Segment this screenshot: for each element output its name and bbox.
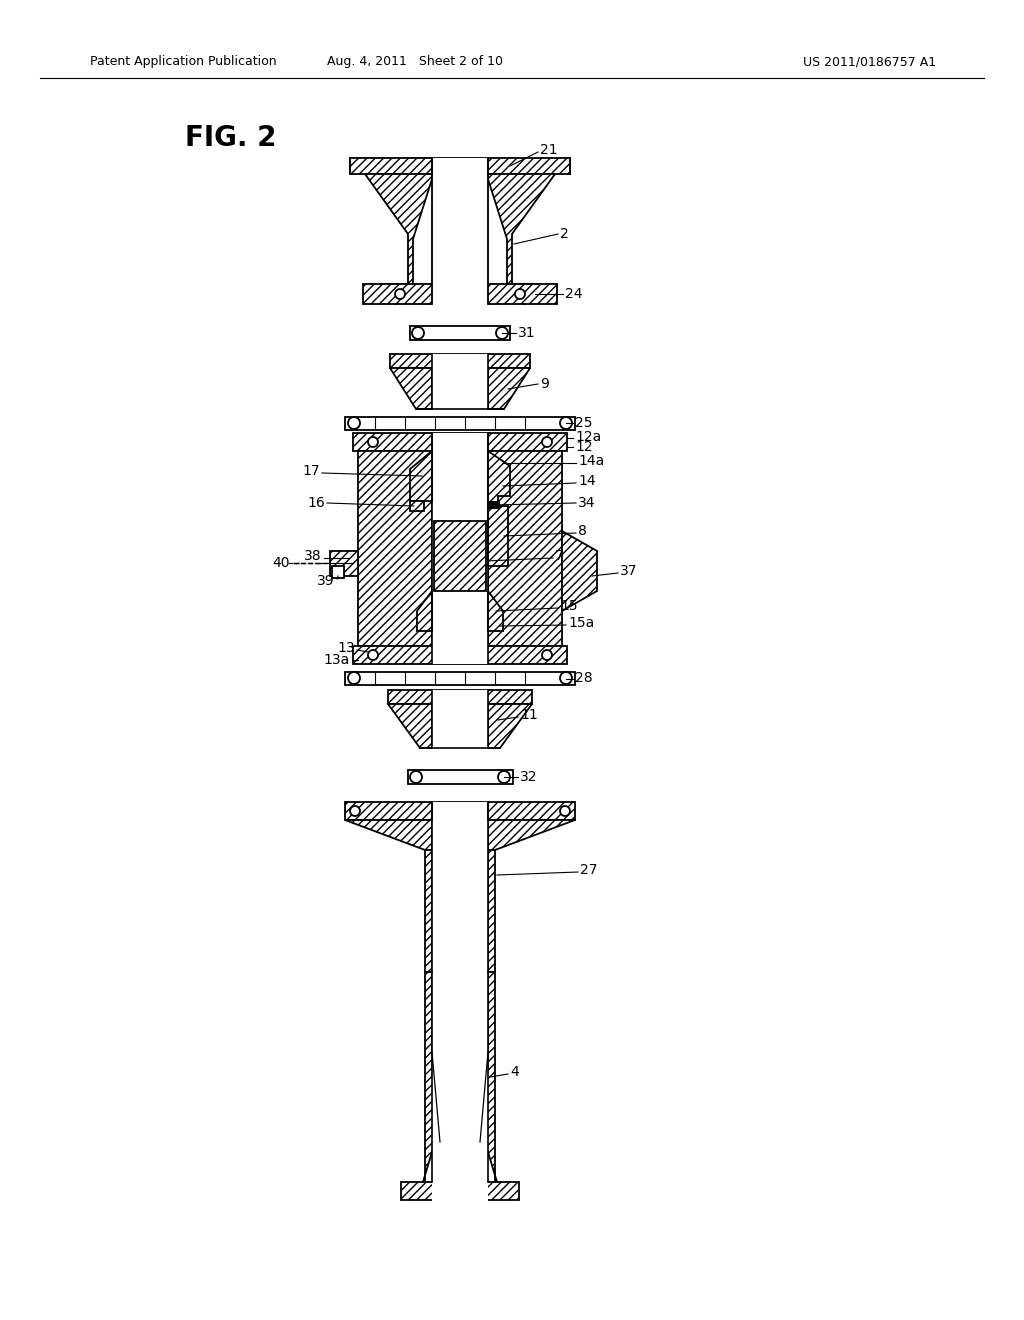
Polygon shape [353,433,567,451]
Circle shape [560,807,570,816]
Bar [345,672,575,685]
Circle shape [410,771,422,783]
Text: 27: 27 [580,863,597,876]
Text: 28: 28 [575,671,593,685]
Polygon shape [488,704,532,748]
Text: 14a: 14a [578,454,604,469]
Text: 8: 8 [578,524,587,539]
Bar [410,326,510,341]
Circle shape [542,649,552,660]
Circle shape [395,289,406,300]
Text: 39: 39 [317,574,335,587]
Polygon shape [345,803,575,820]
Circle shape [368,649,378,660]
Polygon shape [425,850,432,972]
Polygon shape [488,850,495,972]
Text: 17: 17 [302,465,319,478]
Polygon shape [350,158,570,174]
Circle shape [498,771,510,783]
Bar [432,354,488,368]
Circle shape [412,327,424,339]
Text: 32: 32 [520,770,538,784]
Text: Patent Application Publication: Patent Application Publication [90,55,276,69]
Text: 24: 24 [565,286,583,301]
Bar [432,158,488,174]
Bar [410,502,424,511]
Circle shape [515,289,525,300]
Text: 15: 15 [560,599,578,612]
Bar [332,566,344,578]
Polygon shape [330,550,358,576]
Bar [408,770,513,784]
Bar [432,433,488,451]
Bar [432,174,488,306]
Polygon shape [488,820,575,850]
Text: 14: 14 [578,474,596,488]
Polygon shape [353,645,567,664]
Polygon shape [488,591,503,631]
Text: 4: 4 [510,1065,519,1078]
Text: US 2011/0186757 A1: US 2011/0186757 A1 [804,55,937,69]
Circle shape [368,437,378,447]
Polygon shape [488,368,530,409]
Bar [432,803,488,820]
Bar [432,820,488,990]
Circle shape [560,417,572,429]
Polygon shape [562,531,597,611]
Polygon shape [488,506,508,566]
Text: 11: 11 [520,708,538,722]
Bar [434,521,486,591]
Bar [488,502,500,510]
Text: 9: 9 [540,378,549,391]
Text: 40: 40 [272,556,290,570]
Polygon shape [488,174,555,304]
Polygon shape [488,451,562,645]
Polygon shape [410,451,432,502]
Polygon shape [388,690,532,704]
Text: 15a: 15a [568,616,594,630]
Circle shape [348,672,360,684]
Text: 2: 2 [560,227,568,242]
Text: 13a: 13a [324,653,350,667]
Text: 25: 25 [575,416,593,430]
Polygon shape [417,591,432,631]
Bar [345,417,575,430]
Polygon shape [390,368,432,409]
Polygon shape [488,451,510,506]
Polygon shape [358,451,432,645]
Bar [432,433,488,664]
Circle shape [542,437,552,447]
Polygon shape [401,1181,519,1200]
Bar [432,690,488,748]
Text: Aug. 4, 2011   Sheet 2 of 10: Aug. 4, 2011 Sheet 2 of 10 [327,55,503,69]
Text: 7: 7 [555,549,564,564]
Polygon shape [365,174,432,304]
Text: 38: 38 [304,549,322,564]
Text: 16: 16 [307,496,325,510]
Polygon shape [485,972,497,1181]
Text: 13: 13 [337,642,355,655]
Text: FIG. 2: FIG. 2 [185,124,276,152]
Text: 12: 12 [575,440,593,454]
Text: 34: 34 [578,496,596,510]
Text: 21: 21 [540,143,558,157]
Bar [432,972,488,1203]
Text: 12a: 12a [575,430,601,444]
Polygon shape [362,284,557,304]
Circle shape [560,672,572,684]
Polygon shape [345,820,432,850]
Text: 37: 37 [620,564,638,578]
Polygon shape [390,354,530,368]
Bar [432,284,488,304]
Circle shape [496,327,508,339]
Circle shape [348,417,360,429]
Text: 31: 31 [518,326,536,341]
Polygon shape [388,704,432,748]
Circle shape [350,807,360,816]
Bar [432,354,488,409]
Polygon shape [423,972,435,1181]
